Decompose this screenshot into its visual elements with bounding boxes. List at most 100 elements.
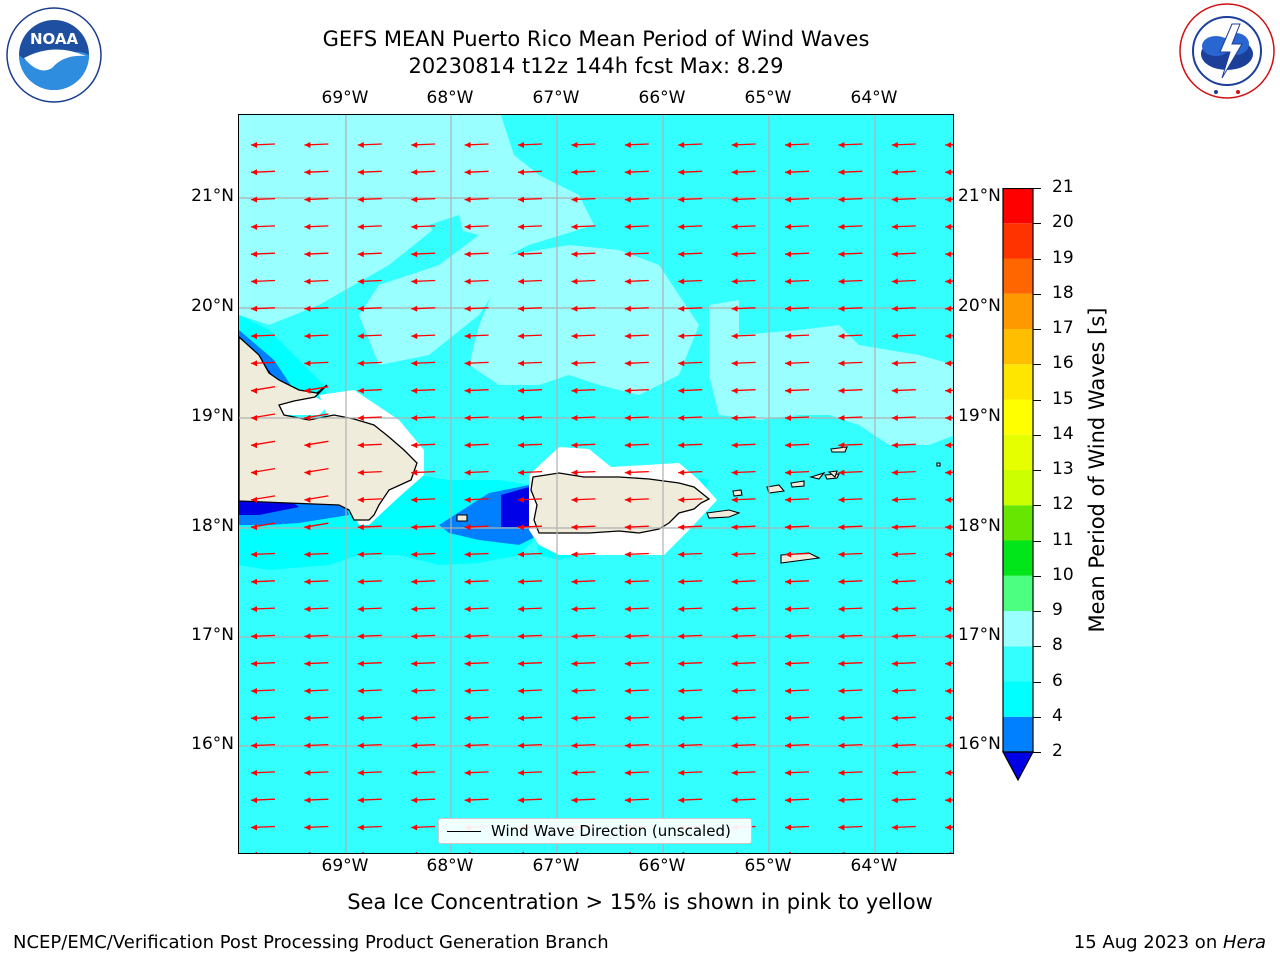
wave-direction-arrow xyxy=(891,742,916,749)
legend-label: Wind Wave Direction (unscaled) xyxy=(491,822,731,840)
wave-direction-arrow xyxy=(571,469,596,476)
wave-direction-arrow xyxy=(304,688,329,694)
lon-label: 66°W xyxy=(638,856,686,876)
wave-direction-arrow xyxy=(411,824,436,831)
wave-direction-arrow xyxy=(891,442,916,449)
wave-direction-arrow xyxy=(571,524,596,531)
colorbar-tick xyxy=(1033,752,1041,753)
wave-direction-arrow xyxy=(517,660,543,667)
wave-direction-arrow xyxy=(624,496,649,503)
wave-direction-arrow xyxy=(891,305,916,312)
wave-direction-arrow xyxy=(357,469,382,476)
wave-direction-arrow xyxy=(357,633,382,640)
wave-direction-arrow xyxy=(571,142,596,148)
wave-direction-arrow xyxy=(357,415,382,421)
wave-direction-arrow xyxy=(784,824,810,831)
colorbar-band xyxy=(1003,540,1033,576)
wave-direction-arrow xyxy=(250,196,276,203)
wave-direction-arrow xyxy=(464,387,489,394)
colorbar-under-extension xyxy=(1001,751,1035,782)
wave-direction-arrow xyxy=(357,142,382,148)
wave-direction-arrow xyxy=(464,769,489,776)
wave-direction-arrow xyxy=(678,797,703,804)
wave-direction-arrow xyxy=(624,688,649,694)
lon-label: 65°W xyxy=(744,88,792,108)
wave-direction-arrow xyxy=(357,251,382,258)
wave-direction-arrow xyxy=(357,496,382,503)
wave-direction-arrow xyxy=(304,742,329,749)
colorbar-band xyxy=(1003,611,1033,647)
colorbar-band xyxy=(1003,188,1033,224)
wave-direction-arrow xyxy=(250,413,276,421)
lon-label: 64°W xyxy=(850,856,898,876)
wave-direction-arrow xyxy=(411,251,436,258)
wave-direction-arrow xyxy=(304,522,329,531)
wave-direction-arrow xyxy=(464,333,489,340)
wave-direction-arrow xyxy=(678,551,703,558)
wave-direction-arrow xyxy=(624,578,649,585)
wave-direction-arrow xyxy=(784,633,810,640)
wave-direction-arrow xyxy=(945,305,953,312)
wave-direction-arrow xyxy=(464,223,489,230)
lon-label: 64°W xyxy=(850,88,898,108)
wave-direction-arrow xyxy=(788,851,791,853)
wave-direction-arrow xyxy=(411,633,436,640)
lat-label: 17°N xyxy=(958,625,1001,645)
wave-direction-arrow xyxy=(678,606,703,613)
wave-direction-arrow xyxy=(891,278,916,285)
wave-direction-arrow xyxy=(304,360,329,367)
colorbar-band xyxy=(1003,434,1033,470)
wave-direction-arrow xyxy=(731,633,756,640)
wave-direction-arrow xyxy=(838,715,863,722)
wave-direction-arrow xyxy=(250,440,276,449)
wave-direction-arrow xyxy=(678,442,703,449)
wave-direction-arrow xyxy=(891,524,916,531)
wave-direction-arrow xyxy=(304,606,329,613)
wave-direction-arrow xyxy=(678,169,703,176)
lat-label: 21°N xyxy=(958,186,1001,206)
footer-date-text: 15 Aug 2023 on xyxy=(1073,932,1223,953)
wave-direction-arrow xyxy=(517,142,543,148)
wave-direction-arrow xyxy=(464,196,489,203)
wave-direction-arrow xyxy=(678,360,703,367)
colorbar-tick xyxy=(1033,223,1041,225)
wave-direction-arrow xyxy=(838,196,863,203)
wave-direction-arrow xyxy=(895,851,898,853)
wave-direction-arrow xyxy=(891,769,916,776)
colorbar-tick xyxy=(1033,434,1041,436)
wave-direction-arrow xyxy=(517,360,543,367)
colorbar-tick-label: 21 xyxy=(1052,177,1074,197)
wave-direction-arrow xyxy=(945,660,953,667)
wave-direction-arrow xyxy=(464,278,489,285)
wave-direction-arrow xyxy=(731,660,756,667)
lat-label: 18°N xyxy=(958,516,1001,536)
wave-direction-arrow xyxy=(411,360,436,367)
wave-direction-arrow xyxy=(784,251,810,258)
wave-direction-arrow xyxy=(624,196,649,203)
wave-direction-arrow xyxy=(517,578,543,585)
wave-direction-arrow xyxy=(571,360,596,367)
wave-direction-arrow xyxy=(304,551,329,558)
wave-direction-arrow xyxy=(517,333,543,340)
lat-label: 20°N xyxy=(191,296,234,316)
wave-direction-arrow xyxy=(891,688,916,694)
wave-direction-arrow xyxy=(784,551,810,558)
wave-direction-arrow xyxy=(357,524,382,531)
wave-direction-arrow xyxy=(624,305,649,312)
wave-direction-arrow xyxy=(357,278,382,285)
wave-direction-arrow xyxy=(411,742,436,749)
colorbar-tick-label: 2 xyxy=(1052,741,1063,761)
wave-direction-arrow xyxy=(784,415,810,421)
wave-direction-arrow xyxy=(411,524,436,531)
wave-direction-arrow xyxy=(784,278,810,285)
lon-label: 68°W xyxy=(426,88,474,108)
colorbar-band xyxy=(1003,575,1033,611)
wave-direction-arrow xyxy=(891,633,916,640)
wave-direction-arrow xyxy=(891,797,916,804)
wave-direction-arrow xyxy=(838,824,863,831)
wave-direction-arrow xyxy=(464,496,489,503)
map-canvas xyxy=(239,115,953,853)
wave-direction-arrow xyxy=(624,278,649,285)
noaa-logo-text: NOAA xyxy=(30,30,79,48)
colorbar-tick-label: 9 xyxy=(1052,600,1063,620)
